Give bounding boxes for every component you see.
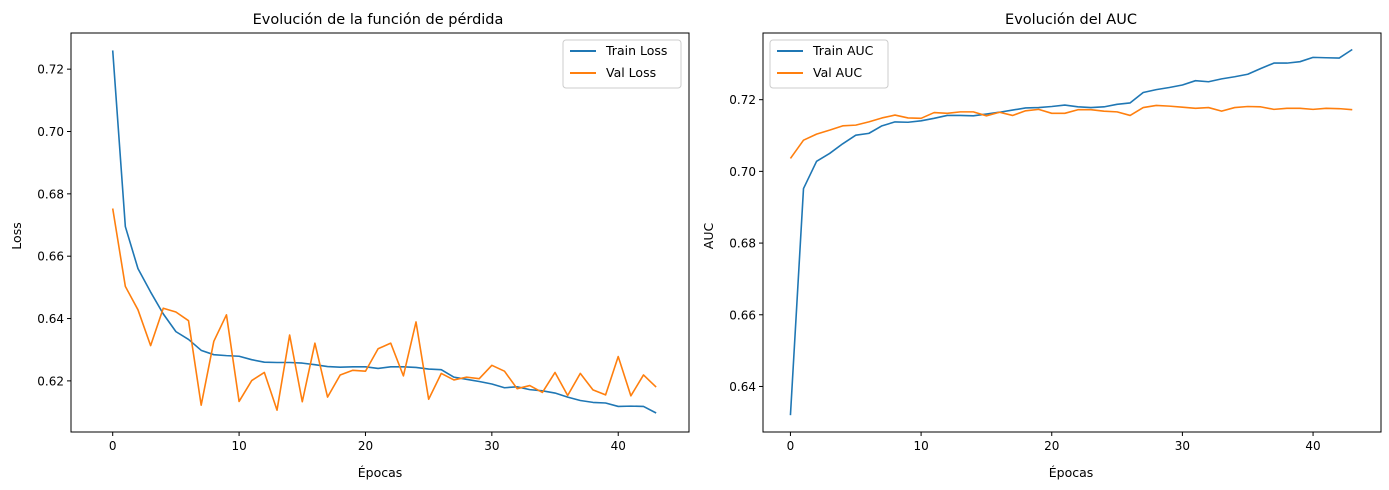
auc-x-axis-label: Épocas xyxy=(1049,465,1094,480)
loss-y-axis-label: Loss xyxy=(9,222,24,249)
auc-y-axis-label: AUC xyxy=(701,223,716,250)
loss-x-ticks: 0 10 20 30 40 xyxy=(109,432,626,453)
loss-chart: Evolución de la función de pérdida 0 10 20… xyxy=(9,12,690,480)
loss-x-axis-label: Épocas xyxy=(358,465,403,480)
auc-y-tick-label: 0.68 xyxy=(729,237,756,251)
loss-x-tick-label: 10 xyxy=(231,439,246,453)
loss-x-tick-label: 0 xyxy=(109,439,117,453)
loss-y-tick-label: 0.64 xyxy=(37,312,64,326)
auc-x-tick-label: 30 xyxy=(1175,439,1190,453)
legend-label-val-auc: Val AUC xyxy=(813,65,862,80)
auc-y-tick-label: 0.64 xyxy=(729,380,756,394)
auc-x-tick-label: 0 xyxy=(787,439,795,453)
loss-chart-title: Evolución de la función de pérdida xyxy=(253,12,504,28)
loss-series-line-train xyxy=(111,50,657,414)
auc-x-tick-label: 10 xyxy=(913,439,928,453)
auc-series-line-train xyxy=(789,48,1353,416)
auc-x-ticks: 0 10 20 30 40 xyxy=(787,432,1321,453)
auc-y-tick-label: 0.72 xyxy=(729,93,756,107)
auc-y-tick-label: 0.70 xyxy=(729,165,756,179)
loss-series-lines xyxy=(111,50,657,414)
loss-x-tick-label: 40 xyxy=(611,439,626,453)
auc-y-tick-label: 0.66 xyxy=(729,308,756,322)
loss-series-line-val xyxy=(111,208,657,411)
loss-y-tick-label: 0.72 xyxy=(37,63,64,77)
loss-y-tick-label: 0.62 xyxy=(37,374,64,388)
loss-y-tick-label: 0.70 xyxy=(37,125,64,139)
legend-label-val-loss: Val Loss xyxy=(606,65,656,80)
auc-x-tick-label: 20 xyxy=(1044,439,1059,453)
loss-y-tick-label: 0.68 xyxy=(37,187,64,201)
loss-y-ticks: 0.62 0.64 0.66 0.68 0.70 0.72 xyxy=(37,63,71,388)
auc-series-lines xyxy=(789,48,1353,416)
auc-chart-title: Evolución del AUC xyxy=(1005,12,1137,28)
loss-x-tick-label: 30 xyxy=(484,439,499,453)
loss-y-tick-label: 0.66 xyxy=(37,250,64,264)
loss-x-tick-label: 20 xyxy=(358,439,373,453)
auc-x-tick-label: 40 xyxy=(1305,439,1320,453)
loss-plot-frame xyxy=(70,32,690,433)
auc-chart: Evolución del AUC 0 10 20 30 40 0.64 0.66 0.68… xyxy=(701,12,1382,480)
auc-y-ticks: 0.64 0.66 0.68 0.70 0.72 xyxy=(729,93,763,394)
auc-series-line-val xyxy=(789,104,1353,159)
legend-label-train-loss: Train Loss xyxy=(605,43,667,58)
auc-legend: Train AUC Val AUC xyxy=(769,39,889,89)
legend-label-train-auc: Train AUC xyxy=(812,43,874,58)
loss-legend: Train Loss Val Loss xyxy=(562,39,682,89)
auc-plot-frame xyxy=(762,32,1382,433)
